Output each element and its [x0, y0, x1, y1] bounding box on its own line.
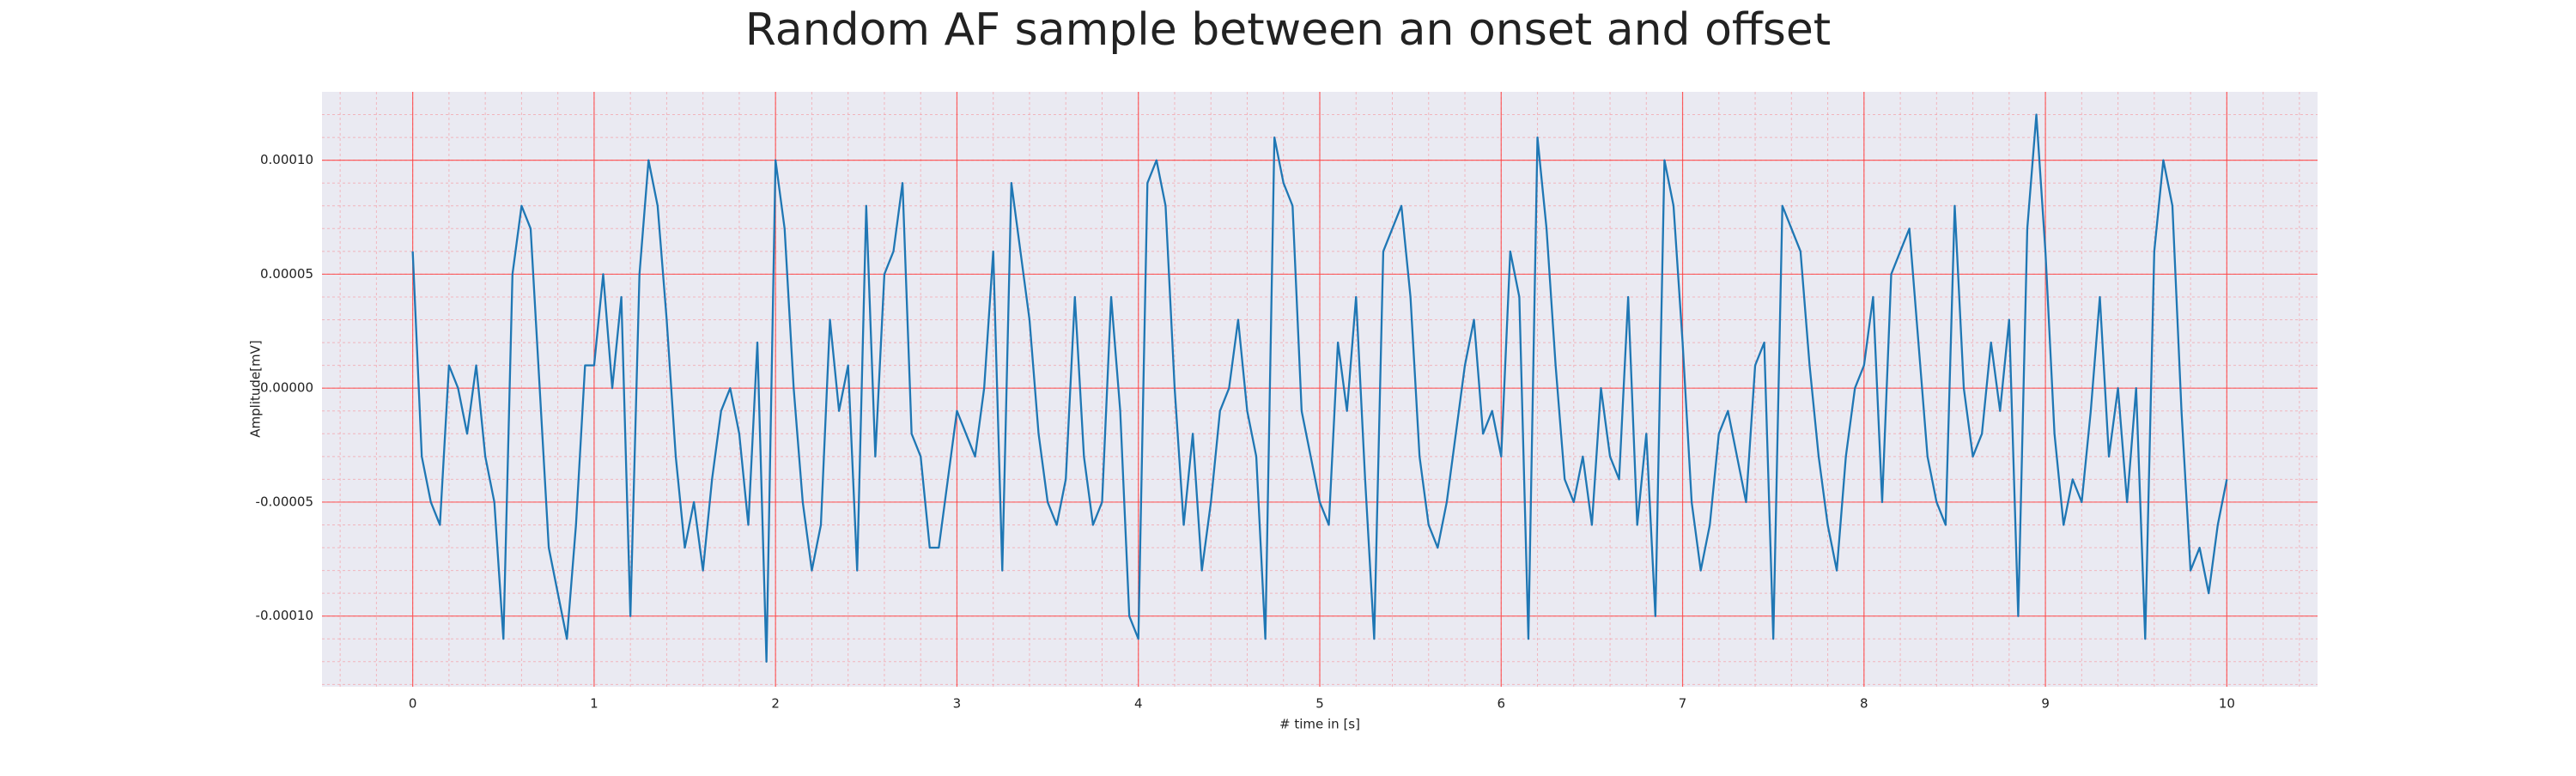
x-tick-label: 1 [590, 696, 598, 712]
y-tick-label: 0.00010 [260, 152, 313, 167]
x-tick-label: 4 [1134, 696, 1143, 712]
x-tick-label: 9 [2041, 696, 2050, 712]
y-tick-label: 0.00005 [260, 266, 313, 282]
x-tick-label: 7 [1679, 696, 1687, 712]
x-tick-label: 3 [953, 696, 962, 712]
chart-title: Random AF sample between an onset and of… [745, 4, 1831, 56]
x-axis-label: # time in [s] [1279, 717, 1360, 732]
x-tick-label: 10 [2219, 696, 2235, 712]
y-axis-label: Amplitude[mV] [248, 340, 264, 437]
x-tick-label: 6 [1497, 696, 1505, 712]
x-tick-label: 2 [771, 696, 780, 712]
y-tick-label: 0.00000 [260, 380, 313, 396]
data-line [411, 113, 2228, 663]
y-tick-label: -0.00005 [256, 494, 313, 509]
x-tick-label: 0 [409, 696, 417, 712]
y-tick-label: -0.00010 [256, 608, 313, 623]
x-tick-label: 5 [1315, 696, 1324, 712]
x-tick-label: 8 [1860, 696, 1868, 712]
